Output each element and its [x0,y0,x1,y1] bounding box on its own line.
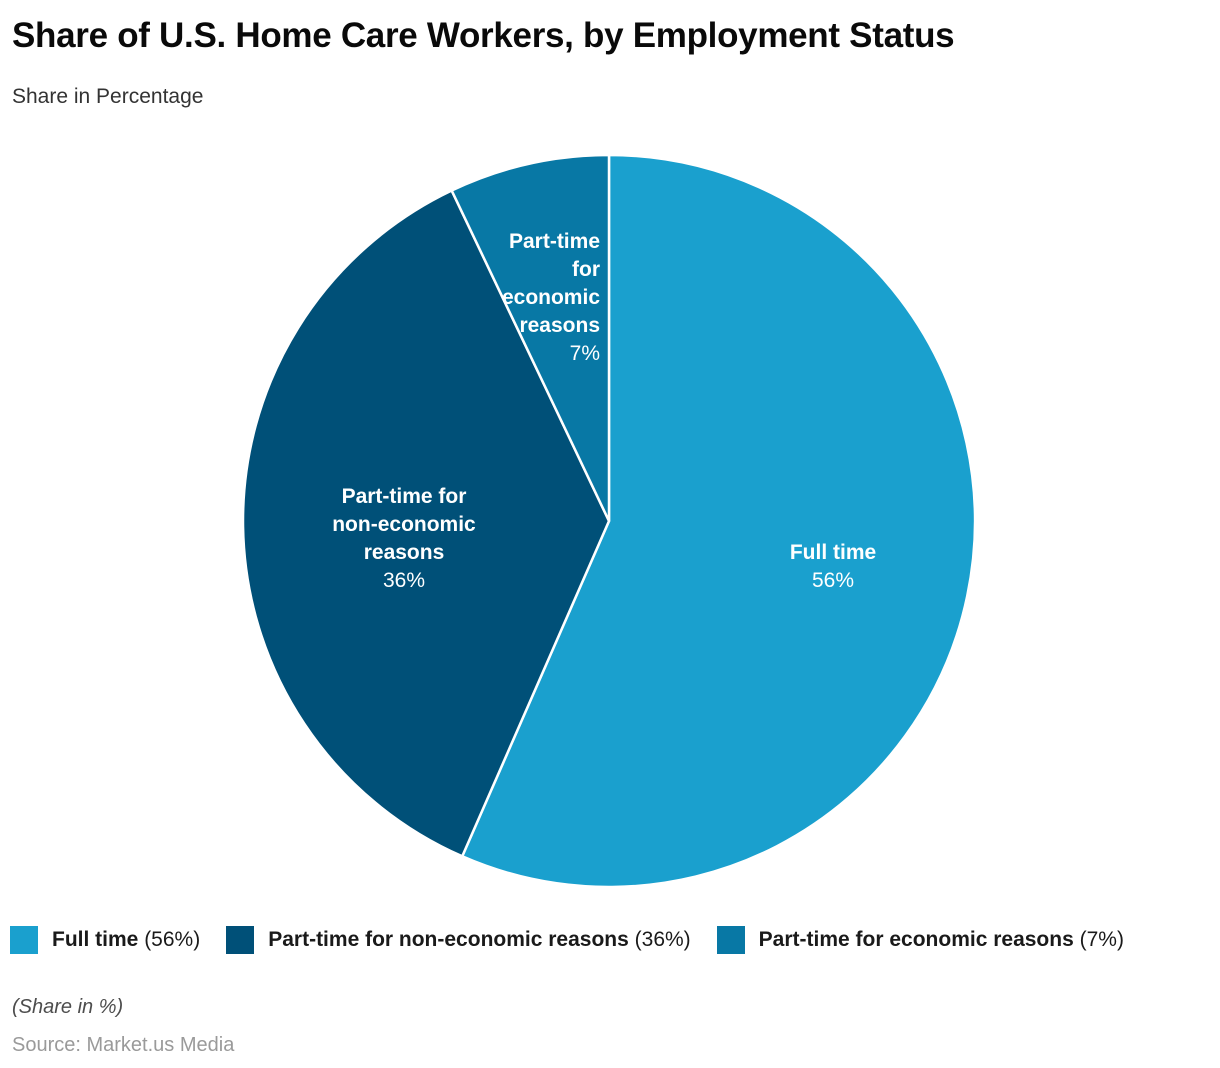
legend-item-full-time: Full time (56%) [10,926,200,954]
legend-label: Part-time for economic reasons [758,928,1074,951]
legend-label: Full time [52,928,139,951]
share-unit-note: (Share in %) [12,996,124,1018]
legend-item-part-time-non-economic: Part-time for non-economic reasons (36%) [226,926,691,954]
pie-slice-part-time-for-economic-reasons [450,153,611,523]
legend-item-part-time-economic: Part-time for economic reasons (7%) [716,926,1124,954]
slice-label-name: Full time [789,541,877,564]
slice-label-full-time: Full time 56% [733,539,933,595]
legend-swatch-part-time-non-economic [226,926,255,954]
pie-slice-full-time [461,153,977,889]
slice-label-value: 36% [382,569,426,592]
slice-label-part-time-economic: Part-time for economic reasons 7% [380,228,600,368]
legend-value: (7%) [1079,928,1124,951]
legend-swatch-full-time [10,926,38,954]
legend: Full time (56%) Part-time for non-econom… [10,926,1210,954]
slice-label-part-time-non-economic: Part-time for non-economic reasons 36% [254,483,554,595]
slice-label-value: 7% [569,342,600,365]
page-title: Share of U.S. Home Care Workers, by Empl… [12,16,955,55]
legend-label: Part-time for non-economic reasons [268,928,629,951]
pie-chart-svg [241,153,977,889]
slice-label-value: 56% [811,569,855,592]
legend-value: (36%) [634,928,691,951]
page-subtitle: Share in Percentage [12,85,204,108]
source-attribution: Source: Market.us Media [12,1034,235,1056]
pie-chart [239,151,979,891]
legend-swatch-part-time-economic [716,926,745,954]
slice-label-name: Part-time for economic reasons [501,230,600,337]
slice-label-name: Part-time for non-economic reasons [332,485,476,564]
pie-slice-part-time-for-non-economic-reasons [241,189,611,858]
legend-value: (56%) [144,928,201,951]
